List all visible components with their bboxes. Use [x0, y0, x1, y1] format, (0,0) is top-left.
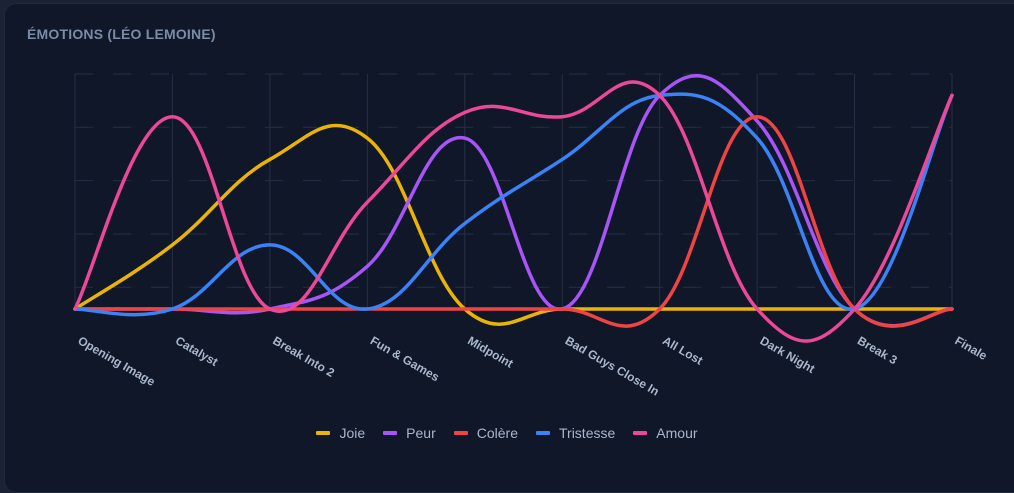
- legend-label: Amour: [656, 425, 698, 441]
- x-axis-label: All Lost: [660, 333, 705, 367]
- series-line-amour: [73, 80, 954, 343]
- chart-series: [73, 74, 954, 343]
- x-axis-label: Catalyst: [173, 333, 220, 368]
- x-axis-label: Break Into 2: [270, 333, 337, 380]
- x-axis-labels: Opening Image Catalyst Break Into 2 Fun & G…: [76, 333, 990, 398]
- legend-label: Colère: [476, 425, 518, 441]
- legend-item-amour[interactable]: Amour: [633, 425, 698, 441]
- x-axis-label: Opening Image: [76, 333, 158, 389]
- legend-swatch-amour: [633, 431, 648, 435]
- chart-title: ÉMOTIONS (LÉO LEMOINE): [27, 26, 216, 42]
- legend-label: Joie: [339, 425, 366, 441]
- legend-swatch-peur: [383, 431, 398, 435]
- legend-item-peur[interactable]: Peur: [383, 425, 436, 441]
- legend-swatch-tristesse: [536, 431, 550, 435]
- legend-label: Tristesse: [559, 425, 616, 441]
- series-line-joie: [73, 123, 954, 326]
- x-axis-label: Finale: [953, 333, 990, 363]
- x-axis-label: Midpoint: [465, 333, 515, 370]
- series-line-colère: [73, 114, 954, 328]
- x-axis-label: Break 3: [855, 333, 900, 367]
- series-line-peur: [73, 74, 954, 328]
- x-axis-label: Fun & Games: [368, 333, 442, 384]
- legend-swatch-colere: [453, 431, 468, 435]
- legend-item-tristesse[interactable]: Tristesse: [536, 425, 615, 441]
- chart-grid: [74, 73, 953, 309]
- line-chart: Opening Image Catalyst Break Into 2 Fun & G…: [73, 73, 990, 399]
- chart-legend: Joie Peur Colère Tristesse Amour: [0, 425, 1014, 441]
- legend-item-colere[interactable]: Colère: [453, 425, 518, 441]
- x-axis-label: Bad Guys Close In: [563, 333, 662, 398]
- series-line-tristesse: [73, 92, 954, 317]
- legend-swatch-joie: [316, 431, 331, 435]
- legend-label: Peur: [406, 425, 436, 441]
- legend-item-joie[interactable]: Joie: [316, 425, 365, 441]
